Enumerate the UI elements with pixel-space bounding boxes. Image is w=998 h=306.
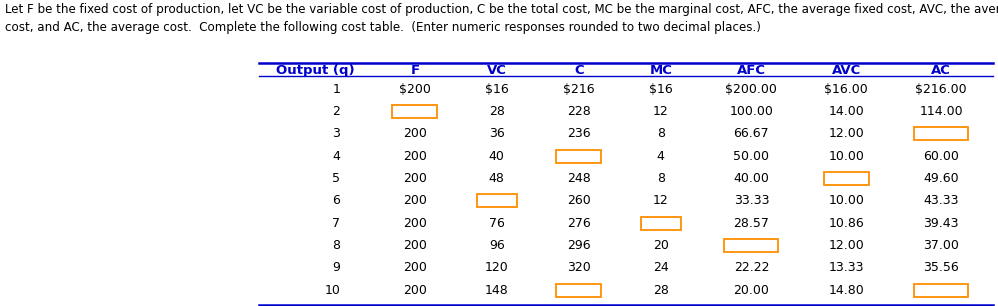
Text: 200: 200 — [403, 150, 427, 162]
Text: 14.80: 14.80 — [828, 284, 864, 297]
FancyBboxPatch shape — [824, 172, 868, 185]
Text: 20: 20 — [653, 239, 669, 252]
Text: 37.00: 37.00 — [923, 239, 959, 252]
Text: 60.00: 60.00 — [923, 150, 959, 162]
Text: 24: 24 — [653, 261, 669, 274]
FancyBboxPatch shape — [477, 194, 517, 207]
Text: 2: 2 — [332, 105, 340, 118]
Text: 10.00: 10.00 — [828, 194, 864, 207]
Text: 66.67: 66.67 — [734, 127, 769, 140]
Text: MC: MC — [650, 64, 673, 76]
Text: 76: 76 — [489, 217, 505, 230]
FancyBboxPatch shape — [556, 150, 601, 162]
FancyBboxPatch shape — [641, 217, 681, 230]
Text: Let F be the fixed cost of production, let VC be the variable cost of production: Let F be the fixed cost of production, l… — [5, 3, 998, 34]
Text: $16: $16 — [649, 83, 673, 95]
Text: 40.00: 40.00 — [734, 172, 769, 185]
FancyBboxPatch shape — [914, 284, 968, 297]
Text: 35.56: 35.56 — [923, 261, 959, 274]
Text: 8: 8 — [657, 127, 665, 140]
Text: AC: AC — [931, 64, 951, 76]
Text: 12.00: 12.00 — [828, 239, 864, 252]
Text: 200: 200 — [403, 194, 427, 207]
Text: 114.00: 114.00 — [919, 105, 963, 118]
Text: 9: 9 — [332, 261, 340, 274]
Text: 43.33: 43.33 — [923, 194, 959, 207]
Text: 4: 4 — [657, 150, 665, 162]
Text: 320: 320 — [567, 261, 591, 274]
Text: 33.33: 33.33 — [734, 194, 769, 207]
Text: 8: 8 — [657, 172, 665, 185]
Text: 28: 28 — [653, 284, 669, 297]
Text: $16: $16 — [485, 83, 509, 95]
Text: 39.43: 39.43 — [923, 217, 959, 230]
Text: 200: 200 — [403, 172, 427, 185]
Text: 10: 10 — [324, 284, 340, 297]
Text: 10.00: 10.00 — [828, 150, 864, 162]
Text: 5: 5 — [332, 172, 340, 185]
Text: 228: 228 — [567, 105, 591, 118]
Text: $200.00: $200.00 — [726, 83, 777, 95]
Text: 49.60: 49.60 — [923, 172, 959, 185]
Text: AVC: AVC — [831, 64, 861, 76]
Text: C: C — [574, 64, 584, 76]
Text: 200: 200 — [403, 261, 427, 274]
Text: 1: 1 — [332, 83, 340, 95]
Text: 36: 36 — [489, 127, 505, 140]
FancyBboxPatch shape — [556, 284, 601, 297]
Text: 22.22: 22.22 — [734, 261, 769, 274]
Text: 96: 96 — [489, 239, 505, 252]
Text: 8: 8 — [332, 239, 340, 252]
Text: 12.00: 12.00 — [828, 127, 864, 140]
Text: 6: 6 — [332, 194, 340, 207]
FancyBboxPatch shape — [725, 239, 778, 252]
Text: $216.00: $216.00 — [915, 83, 967, 95]
Text: 48: 48 — [489, 172, 505, 185]
Text: VC: VC — [487, 64, 507, 76]
Text: 13.33: 13.33 — [828, 261, 864, 274]
Text: AFC: AFC — [737, 64, 765, 76]
Text: $200: $200 — [399, 83, 431, 95]
Text: 28.57: 28.57 — [734, 217, 769, 230]
Text: 248: 248 — [567, 172, 591, 185]
Text: 12: 12 — [653, 194, 669, 207]
Text: 20.00: 20.00 — [734, 284, 769, 297]
Text: Output (q): Output (q) — [276, 64, 355, 76]
Text: 200: 200 — [403, 239, 427, 252]
Text: 120: 120 — [485, 261, 509, 274]
Text: F: F — [410, 64, 419, 76]
Text: $16.00: $16.00 — [824, 83, 868, 95]
Text: 3: 3 — [332, 127, 340, 140]
Text: 4: 4 — [332, 150, 340, 162]
FancyBboxPatch shape — [914, 127, 968, 140]
Text: 10.86: 10.86 — [828, 217, 864, 230]
Text: 12: 12 — [653, 105, 669, 118]
FancyBboxPatch shape — [392, 105, 437, 118]
Text: 236: 236 — [567, 127, 591, 140]
Text: 100.00: 100.00 — [730, 105, 773, 118]
Text: 200: 200 — [403, 127, 427, 140]
Text: 28: 28 — [489, 105, 505, 118]
Text: 148: 148 — [485, 284, 509, 297]
Text: 200: 200 — [403, 284, 427, 297]
Text: 200: 200 — [403, 217, 427, 230]
Text: 14.00: 14.00 — [828, 105, 864, 118]
Text: 50.00: 50.00 — [734, 150, 769, 162]
Text: 7: 7 — [332, 217, 340, 230]
Text: $216: $216 — [563, 83, 595, 95]
Text: 260: 260 — [567, 194, 591, 207]
Text: 40: 40 — [489, 150, 505, 162]
Text: 276: 276 — [567, 217, 591, 230]
Text: 296: 296 — [567, 239, 591, 252]
